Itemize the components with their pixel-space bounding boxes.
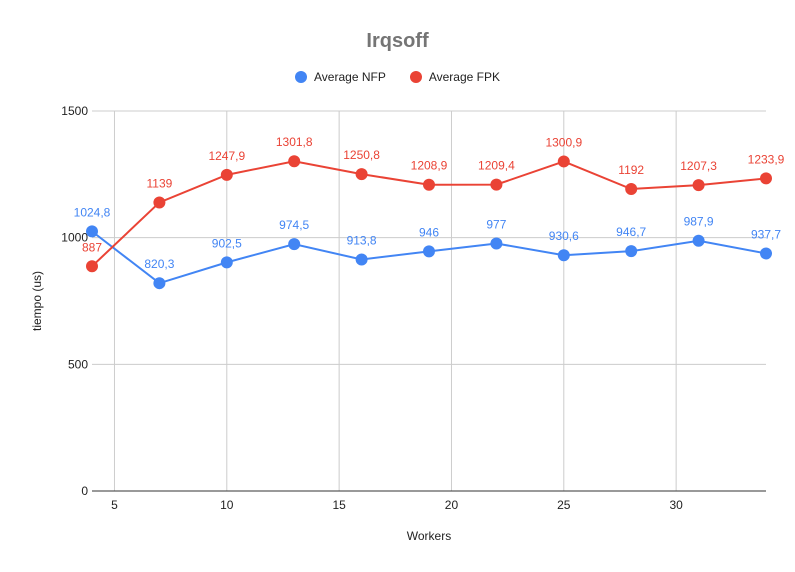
data-label-fpk: 887 [82,240,102,254]
data-label-fpk: 1250,8 [343,148,380,162]
data-label-nfp: 987,9 [684,215,714,229]
data-label-nfp: 946,7 [616,225,646,239]
data-point-fpk [288,155,301,168]
x-tick-label: 20 [445,498,459,512]
x-tick-label: 10 [220,498,234,512]
data-point-nfp [220,256,233,269]
data-point-nfp [692,234,705,247]
data-point-nfp [288,238,301,251]
data-point-fpk [760,172,772,185]
data-point-nfp [423,245,435,258]
x-tick-label: 5 [111,498,118,512]
data-point-nfp [760,247,772,260]
data-label-fpk: 1139 [146,176,172,190]
data-point-fpk [355,168,368,181]
data-label-nfp: 977 [486,217,506,231]
x-tick-label: 25 [557,498,571,512]
data-label-nfp: 937,7 [751,227,781,241]
data-point-nfp [153,277,166,290]
data-label-nfp: 820,3 [144,257,174,271]
data-point-fpk [220,168,233,181]
data-point-fpk [153,196,166,209]
x-tick-label: 30 [669,498,683,512]
data-point-nfp [355,253,368,266]
data-label-fpk: 1208,9 [411,159,448,173]
legend-item-nfp[interactable]: Average NFP [295,70,386,84]
data-point-fpk [625,183,638,196]
x-tick-label: 15 [332,498,346,512]
data-label-nfp: 913,8 [347,234,377,248]
legend-label-fpk: Average FPK [428,70,500,84]
data-point-fpk [86,260,98,273]
y-tick-label: 0 [81,484,88,498]
legend-marker-nfp [295,71,308,83]
data-point-nfp [490,237,503,250]
legend-label-nfp: Average NFP [314,70,386,84]
data-label-nfp: 902,5 [212,236,242,250]
data-label-nfp: 1024,8 [74,205,111,219]
data-label-nfp: 930,6 [549,229,579,243]
data-label-fpk: 1233,9 [748,152,785,166]
data-point-fpk [423,178,435,191]
y-tick-label: 1000 [61,231,88,245]
data-label-fpk: 1301,8 [276,135,313,149]
legend-marker-fpk [409,71,422,83]
data-point-nfp [557,249,570,262]
data-point-fpk [490,178,503,191]
x-axis-title: Workers [407,529,451,543]
data-label-fpk: 1192 [618,163,644,177]
data-label-nfp: 974,5 [279,218,309,232]
data-point-fpk [557,155,570,168]
legend-item-fpk[interactable]: Average FPK [409,70,500,84]
legend: Average NFP Average FPK [0,70,795,84]
data-label-nfp: 946 [419,225,439,239]
y-tick-label: 500 [68,357,88,371]
y-tick-label: 1500 [61,104,88,118]
y-axis-title: tiempo (us) [30,271,44,331]
data-point-fpk [692,179,705,192]
data-point-nfp [625,245,638,258]
chart-title: Irqsoff [366,30,429,52]
data-label-fpk: 1207,3 [680,159,717,173]
data-label-fpk: 1247,9 [208,149,245,163]
data-point-nfp [86,225,98,238]
data-label-fpk: 1209,4 [478,159,515,173]
data-label-fpk: 1300,9 [545,135,582,149]
